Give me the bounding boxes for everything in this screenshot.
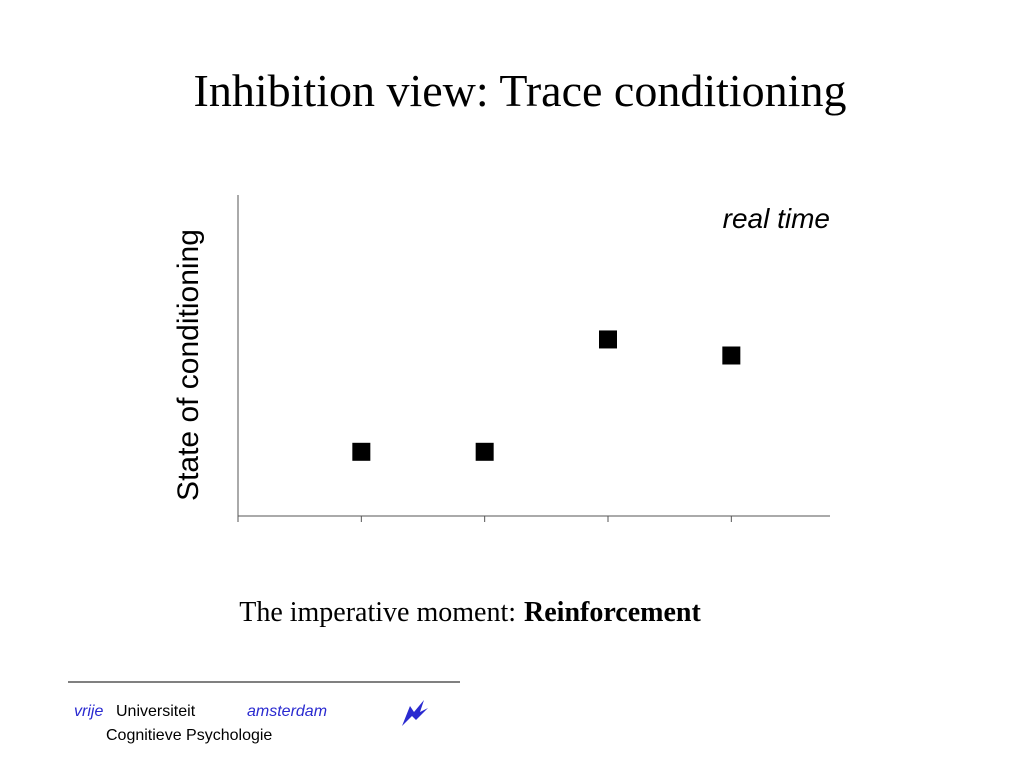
caption: The imperative moment: Reinforcement (239, 597, 701, 628)
y-axis-label: State of conditioning (172, 229, 205, 501)
annotation: real time (723, 203, 830, 234)
footer-vrije: vrije (74, 703, 103, 720)
caption-emphasis: Reinforcement (524, 597, 701, 628)
footer-department: Cognitieve Psychologie (106, 727, 272, 744)
footer-amsterdam: amsterdam (247, 703, 327, 720)
logo (402, 700, 428, 726)
caption-text: The imperative moment: (239, 597, 516, 628)
point (475, 442, 494, 461)
point (722, 346, 741, 365)
footer-universiteit: Universiteit (116, 703, 196, 720)
point (352, 442, 371, 461)
slide-title: Inhibition view: Trace conditioning (194, 65, 847, 116)
point (599, 330, 617, 349)
